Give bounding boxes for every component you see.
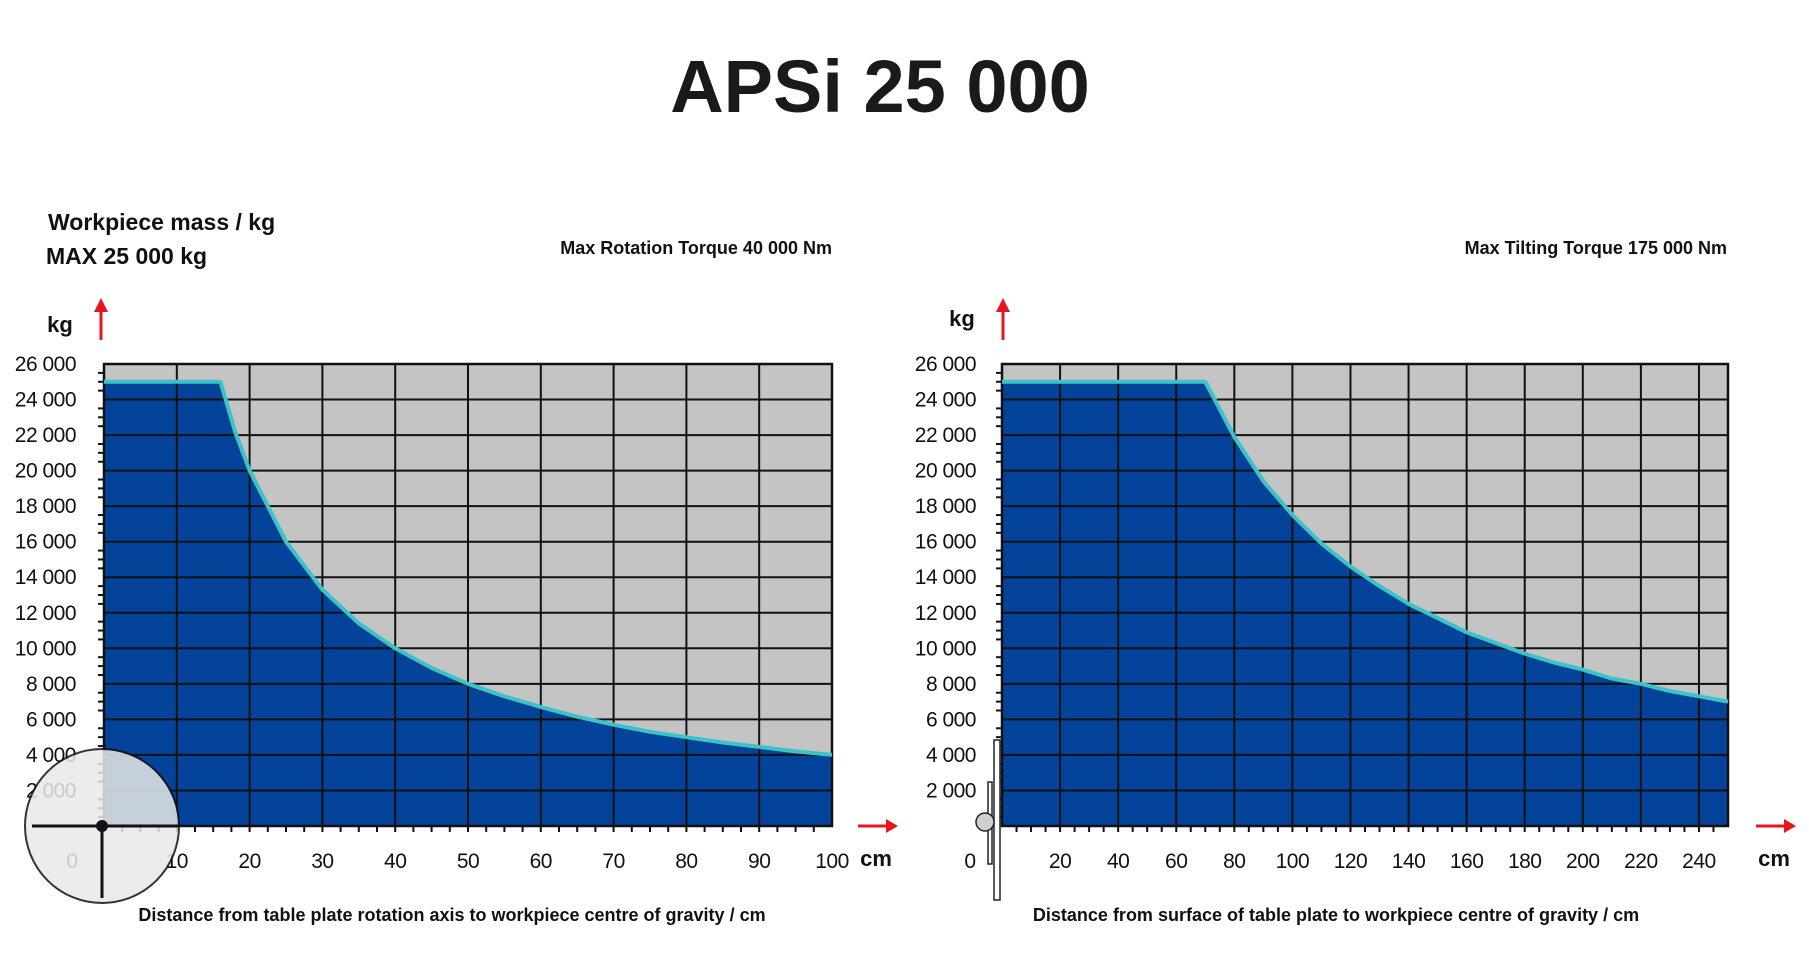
x-tick-label: 40 (1107, 850, 1129, 873)
y-tick-label: 26 000 (15, 353, 76, 376)
arrow-head (996, 298, 1010, 312)
tilting-torque-annotation: Max Tilting Torque 175 000 Nm (1465, 238, 1727, 258)
y-tick-label: 14 000 (15, 566, 76, 589)
rotation-axis-point (96, 820, 108, 832)
x-tick-label: 140 (1392, 850, 1426, 873)
y-tick-label: 24 000 (915, 389, 976, 412)
x-tick-label: 180 (1508, 850, 1542, 873)
arrow-head (94, 298, 108, 312)
y-tick-label: 12 000 (15, 602, 76, 625)
x-tick-label: 120 (1334, 850, 1368, 873)
x-tick-label: 80 (1223, 850, 1245, 873)
y-tick-label: 26 000 (915, 353, 976, 376)
y-tick-label: 6 000 (26, 708, 76, 731)
tilt-axis-point (975, 812, 995, 832)
y-tick-label: 10 000 (915, 637, 976, 660)
y-tick-label: 24 000 (15, 389, 76, 412)
y-tick-label: 12 000 (915, 602, 976, 625)
x-tick-label: 240 (1682, 850, 1716, 873)
x-axis-title: Distance from table plate rotation axis … (138, 905, 765, 925)
x-tick-label: 40 (384, 850, 406, 873)
y-tick-label: 4 000 (926, 744, 976, 767)
x-tick-label: 30 (311, 850, 333, 873)
max-mass-label: MAX 25 000 kg (46, 243, 207, 269)
mass-header: Workpiece mass / kg (48, 209, 275, 235)
x-axis-arrow-icon (858, 819, 898, 833)
capacity-area (1002, 381, 1728, 826)
x-tick-label: 100 (815, 850, 849, 873)
rotation-torque-chart: Max Rotation Torque 40 000 Nm kg cm Dist… (15, 238, 898, 925)
tilting-table-icon (975, 739, 1001, 901)
x-tick-label: 100 (1276, 850, 1310, 873)
capacity-area (104, 381, 832, 826)
x-axis-arrow-icon (1756, 819, 1796, 833)
arrow-head (886, 819, 898, 833)
tilting-torque-chart: Max Tilting Torque 175 000 Nm kg cm Dist… (915, 238, 1796, 925)
y-tick-label: 18 000 (915, 495, 976, 518)
arrow-head (1784, 819, 1796, 833)
table-plate (993, 739, 1001, 901)
x-tick-label: 60 (1165, 850, 1187, 873)
y-tick-label: 6 000 (926, 708, 976, 731)
y-tick-label: 16 000 (915, 531, 976, 554)
x-tick-label: 70 (602, 850, 624, 873)
x-tick-label: 0 (964, 850, 975, 873)
plot-area (996, 362, 1730, 832)
y-axis-arrow-icon (94, 298, 108, 340)
y-tick-label: 14 000 (915, 566, 976, 589)
x-tick-label: 90 (748, 850, 770, 873)
x-axis-unit: cm (1758, 846, 1790, 871)
plot-area (98, 362, 834, 832)
rotation-torque-annotation: Max Rotation Torque 40 000 Nm (560, 238, 832, 258)
grid (996, 363, 1728, 832)
rotation-table-icon (24, 748, 180, 904)
page-title: APSi 25 000 (670, 45, 1090, 128)
x-tick-label: 200 (1566, 850, 1600, 873)
x-tick-label: 220 (1624, 850, 1658, 873)
y-tick-label: 8 000 (926, 673, 976, 696)
y-tick-label: 16 000 (15, 531, 76, 554)
y-tick-label: 18 000 (15, 495, 76, 518)
y-tick-label: 22 000 (915, 424, 976, 447)
x-tick-label: 50 (457, 850, 479, 873)
y-tick-label: 8 000 (26, 673, 76, 696)
x-tick-label: 80 (675, 850, 697, 873)
plot-frame (1000, 362, 1730, 828)
y-axis-label: kg (949, 306, 975, 331)
x-tick-label: 20 (1049, 850, 1071, 873)
y-axis-label: kg (47, 312, 73, 337)
capacity-curve (1002, 379, 1729, 704)
y-tick-label: 2 000 (926, 779, 976, 802)
x-tick-label: 60 (530, 850, 552, 873)
y-tick-label: 20 000 (915, 460, 976, 483)
y-tick-label: 10 000 (15, 637, 76, 660)
x-tick-label: 160 (1450, 850, 1484, 873)
y-tick-label: 22 000 (15, 424, 76, 447)
x-axis-title: Distance from surface of table plate to … (1033, 905, 1639, 925)
y-tick-label: 20 000 (15, 460, 76, 483)
x-axis-unit: cm (860, 846, 892, 871)
capacity-curve (104, 379, 833, 757)
x-tick-label: 20 (238, 850, 260, 873)
plot-frame (102, 362, 834, 828)
y-axis-arrow-icon (996, 298, 1010, 340)
